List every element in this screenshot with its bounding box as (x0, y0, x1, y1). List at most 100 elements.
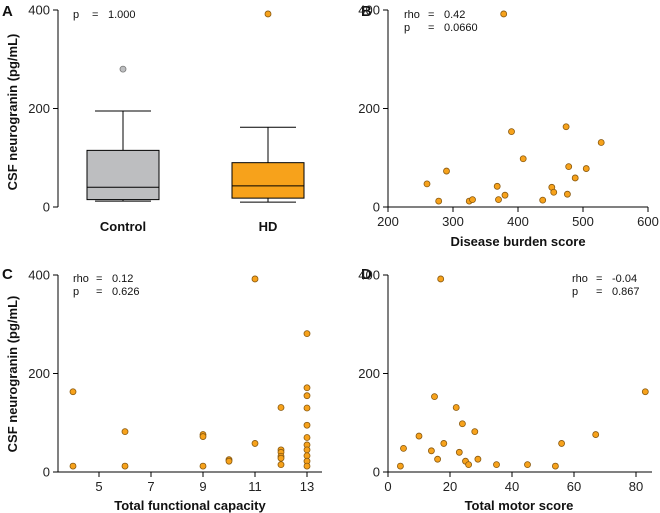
data-point-c-0 (69, 388, 77, 396)
rho-eq-c: = (96, 273, 102, 285)
data-point-d-9 (455, 448, 463, 456)
x-tick-label-d-0: 0 (384, 479, 391, 494)
data-point-d-2 (415, 432, 423, 440)
rho-label-c: rho (73, 273, 89, 285)
data-point-d-12 (465, 461, 473, 469)
y-tick-label-b-0: 0 (373, 200, 380, 215)
data-point-d-14 (474, 455, 482, 463)
x-tick-label-d-4: 80 (629, 479, 643, 494)
data-point-c-11 (277, 404, 285, 411)
y-tick-label-d-2: 400 (358, 268, 380, 283)
data-point-d-19 (592, 431, 600, 438)
x-tick-label-b-0: 200 (377, 214, 399, 229)
data-point-c-19 (303, 392, 311, 400)
outlier-control-0 (119, 65, 127, 73)
p-value-b: 0.0660 (444, 22, 478, 34)
rho-label-b: rho (404, 9, 420, 21)
p-label-c: p (73, 286, 79, 298)
data-point-d-4 (431, 393, 438, 401)
x-tick-label-c-2: 9 (199, 479, 206, 494)
p-label-d: p (572, 286, 578, 298)
data-point-c-9 (251, 275, 259, 283)
data-point-b-13 (550, 188, 558, 196)
p-label-b: p (404, 22, 410, 34)
data-point-c-27 (303, 462, 311, 470)
y-tick-label-a-2: 400 (28, 3, 50, 18)
data-point-c-2 (121, 428, 129, 436)
data-point-b-6 (495, 196, 502, 204)
x-tick-label-b-2: 400 (507, 214, 529, 229)
x-category-hd: HD (259, 219, 278, 234)
data-point-b-14 (564, 190, 571, 198)
data-point-c-18 (303, 384, 311, 392)
data-point-b-5 (493, 182, 501, 190)
p-value-a: 1.000 (108, 9, 136, 21)
panel-c: C CSF neurogranin (pg/mL) 0 200 400 5 7 9 11 13… (2, 266, 322, 513)
rho-value-c: 0.12 (112, 273, 133, 285)
p-eq-a: = (92, 9, 98, 21)
x-tick-label-d-2: 40 (505, 479, 519, 494)
y-tick-label-b-2: 400 (358, 3, 380, 18)
y-tick-label-b-1: 200 (358, 101, 380, 116)
rho-value-d: -0.04 (612, 273, 637, 285)
data-point-c-1 (69, 462, 77, 470)
data-point-b-19 (597, 139, 605, 146)
box-hd (231, 162, 305, 199)
y-tick-label-a-1: 200 (28, 101, 50, 116)
y-axis-label-c: CSF neurogranin (pg/mL) (5, 296, 20, 453)
data-point-b-9 (508, 128, 515, 136)
data-point-b-15 (562, 123, 570, 131)
data-point-b-4 (469, 196, 476, 204)
panel-letter-a: A (2, 3, 13, 20)
p-eq-c: = (96, 286, 102, 298)
x-axis-label-b: Disease burden score (450, 234, 585, 249)
data-point-d-15 (493, 461, 500, 469)
data-point-b-8 (500, 10, 508, 18)
data-point-b-1 (435, 197, 443, 205)
p-label-a: p (73, 9, 79, 21)
data-point-c-24 (303, 446, 311, 454)
rho-eq-d: = (596, 273, 602, 285)
x-tick-label-c-0: 5 (95, 479, 102, 494)
panel-d: D 0 200 400 0 20 40 60 80 rho = -0.04 p = 0.867… (358, 266, 652, 513)
data-point-d-5 (434, 455, 442, 463)
data-point-b-16 (565, 163, 573, 171)
rho-value-b: 0.42 (444, 9, 465, 21)
data-point-b-17 (571, 174, 579, 182)
x-category-control: Control (100, 219, 146, 234)
data-point-b-18 (582, 165, 590, 172)
y-tick-label-d-1: 200 (358, 366, 380, 381)
data-point-c-22 (303, 434, 311, 441)
panel-a: A CSF neurogranin (pg/mL) 0 200 400 p = 1.… (2, 3, 305, 234)
data-point-d-3 (427, 447, 435, 455)
data-point-d-10 (458, 420, 466, 428)
data-point-d-0 (396, 462, 404, 470)
x-tick-label-b-4: 600 (637, 214, 659, 229)
y-axis-label-a: CSF neurogranin (pg/mL) (5, 34, 20, 191)
data-point-c-8 (225, 457, 233, 465)
data-point-c-20 (303, 404, 311, 412)
x-tick-label-b-3: 500 (572, 214, 594, 229)
y-tick-label-c-1: 200 (28, 366, 50, 381)
data-point-b-7 (501, 191, 509, 199)
p-value-c: 0.626 (112, 286, 140, 298)
data-point-c-15 (277, 454, 285, 462)
p-eq-b: = (428, 22, 434, 34)
data-point-c-6 (199, 462, 207, 470)
box-control (86, 149, 160, 201)
data-point-b-10 (519, 155, 527, 163)
p-value-d: 0.867 (612, 286, 640, 298)
data-point-d-1 (400, 444, 407, 452)
data-point-b-2 (443, 167, 450, 175)
data-point-d-7 (440, 440, 448, 447)
data-point-c-17 (303, 330, 311, 338)
panel-letter-d: D (361, 266, 372, 283)
x-tick-label-d-1: 20 (443, 479, 457, 494)
data-point-b-11 (539, 196, 547, 204)
panel-letter-b: B (361, 3, 372, 20)
data-point-c-3 (121, 462, 129, 470)
x-tick-label-c-1: 7 (147, 479, 154, 494)
data-point-c-10 (251, 440, 259, 447)
data-point-d-13 (471, 428, 479, 436)
